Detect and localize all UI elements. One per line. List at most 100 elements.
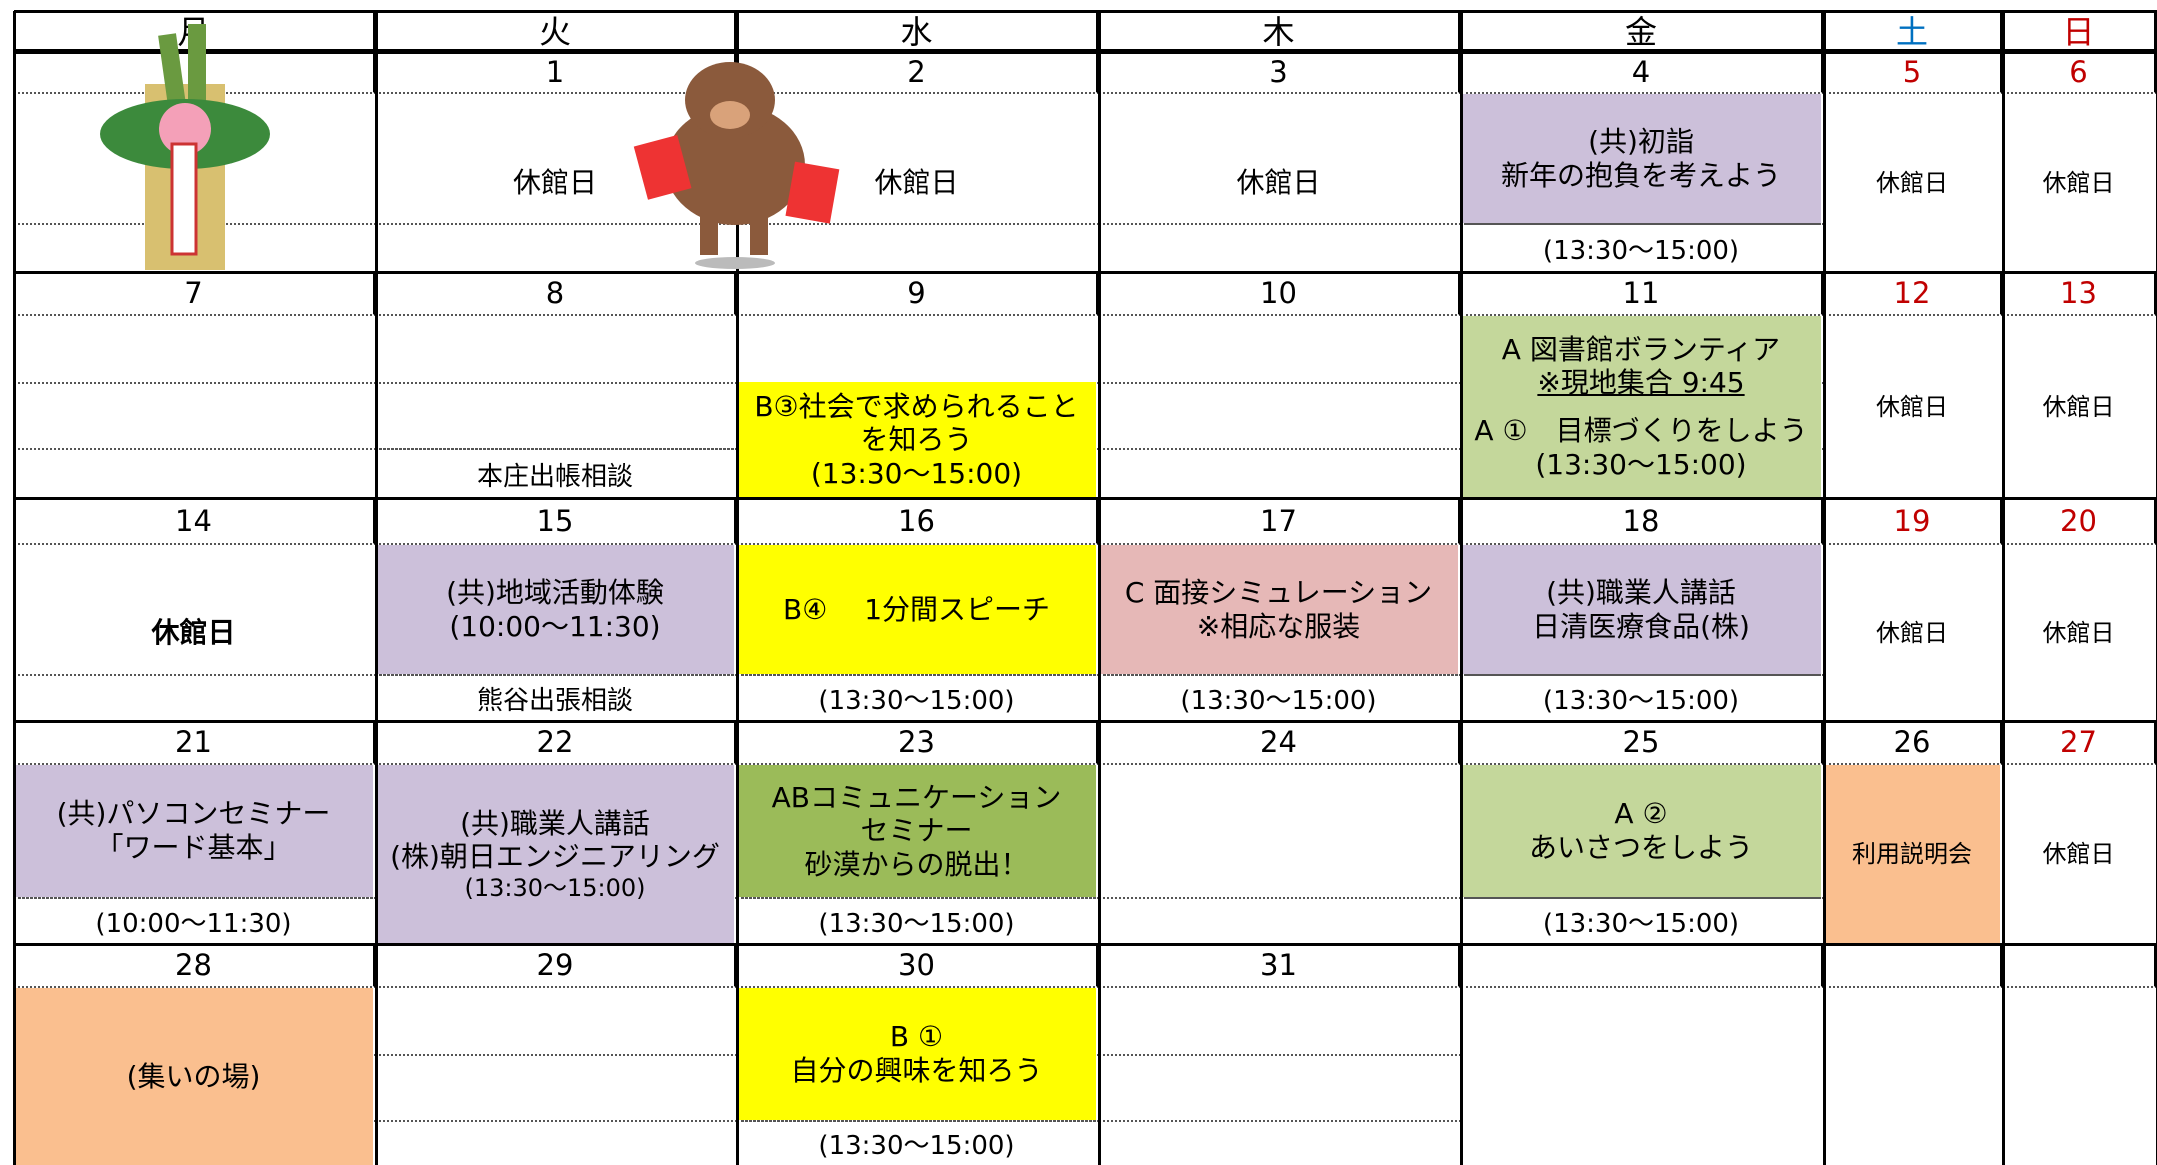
- text: (共)職業人講話: [460, 806, 650, 840]
- text: 1: [545, 55, 565, 89]
- text: A ②: [1614, 797, 1668, 831]
- bottom-strip: (13:30〜15:00): [737, 897, 1096, 944]
- text: 21: [175, 725, 212, 759]
- bottom-strip: (10:00〜11:30): [14, 897, 373, 944]
- row-line: [14, 10, 2157, 13]
- date-cell: 9: [737, 272, 1099, 316]
- date-cell: 15: [376, 498, 737, 545]
- text: 休館日: [874, 166, 959, 200]
- text: ※相応な服装: [1196, 609, 1361, 643]
- text: 20: [2060, 503, 2097, 538]
- bottom-strip: (13:30〜15:00): [1461, 223, 1821, 272]
- event-box: 休館日: [1824, 545, 2000, 721]
- date-cell: 3: [1099, 52, 1461, 94]
- text: 16: [898, 503, 935, 538]
- boar-icon: [633, 62, 840, 269]
- text: 10: [1260, 276, 1297, 310]
- date-cell: 28: [14, 944, 376, 988]
- weekday-header: 水: [737, 11, 1099, 52]
- text: B④ 1分間スピーチ: [782, 592, 1051, 626]
- date-cell: 26: [1824, 721, 2003, 765]
- text: 休館日: [1876, 618, 1948, 647]
- text: 17: [1260, 503, 1297, 538]
- text: 利用説明会: [1852, 840, 1972, 869]
- kadomatsu-icon: [100, 24, 270, 270]
- date-cell: 22: [376, 721, 737, 765]
- text: 8: [545, 276, 565, 310]
- date-cell: 19: [1824, 498, 2003, 545]
- date-cell: 29: [376, 944, 737, 988]
- text: あいさつをしよう: [1528, 831, 1753, 864]
- date-cell: 16: [737, 498, 1099, 545]
- date-cell: 30: [737, 944, 1099, 988]
- text: 水: [900, 13, 933, 51]
- bottom-strip: (13:30〜15:00): [737, 674, 1096, 721]
- bottom-strip: (13:30〜15:00): [1461, 674, 1821, 721]
- date-cell: 10: [1099, 272, 1461, 316]
- event-box: ABコミュニケーション セミナー 砂漠からの脱出！: [737, 765, 1096, 897]
- weekday-header: 土: [1824, 11, 2003, 52]
- text: 4: [1631, 55, 1651, 89]
- text: 3: [1269, 55, 1288, 89]
- text: 11: [1622, 276, 1660, 310]
- dotted-line: [1099, 1120, 1461, 1122]
- event-box: 休館日: [2003, 765, 2154, 944]
- dotted-line: [1099, 448, 1461, 450]
- event-box: 休館日: [737, 94, 1096, 272]
- text: 土: [1895, 13, 1928, 51]
- text: 本庄出帳相談: [476, 461, 633, 492]
- row-line: [14, 271, 2157, 274]
- text: (共)初詣: [1588, 124, 1694, 158]
- date-cell: 31: [1099, 944, 1461, 988]
- row-line: [14, 943, 2157, 946]
- date-cell: 25: [1461, 721, 1824, 765]
- text: 7: [184, 276, 203, 310]
- dotted-line: [14, 448, 376, 450]
- text: 24: [1260, 725, 1297, 759]
- text: 18: [1622, 503, 1660, 538]
- text: 休館日: [1876, 168, 1948, 197]
- dotted-line: [737, 223, 1099, 225]
- text: 13: [2060, 276, 2097, 310]
- text: (共)パソコンセミナー: [56, 797, 331, 831]
- text: B③社会で求められること: [754, 389, 1079, 423]
- text: 9: [907, 276, 926, 310]
- event-box: (集いの場): [14, 988, 373, 1165]
- text: 日: [2062, 13, 2095, 51]
- weekday-header: 木: [1099, 11, 1461, 52]
- text: A ① 目標づくりをしよう: [1474, 414, 1808, 447]
- date-cell: [1461, 944, 1824, 988]
- date-cell: 18: [1461, 498, 1824, 545]
- text: 休館日: [1876, 392, 1948, 421]
- row-line: [14, 720, 2157, 723]
- event-box: B ① 自分の興味を知ろう: [737, 988, 1096, 1120]
- text: (株)朝日エンジニアリング: [390, 840, 720, 874]
- text: 14: [175, 503, 212, 538]
- event-box: B④ 1分間スピーチ: [737, 545, 1096, 674]
- text: 休館日: [512, 166, 597, 200]
- row-line: [14, 51, 2157, 54]
- date-cell: 8: [376, 272, 737, 316]
- text: (13:30〜15:00): [1180, 686, 1377, 716]
- event-box: 休館日: [1824, 94, 2000, 272]
- event-box: A 図書館ボランティア ※現地集合 9:45 A ① 目標づくりをしよう (13:30…: [1461, 316, 1821, 498]
- column-line: [736, 11, 739, 1165]
- text: 29: [536, 948, 574, 982]
- text: 22: [536, 725, 574, 759]
- bottom-strip: (13:30〜15:00): [737, 1120, 1096, 1165]
- event-box: 休館日: [14, 545, 373, 721]
- date-cell: 27: [2003, 721, 2157, 765]
- text: C 面接シミュレーション: [1124, 575, 1433, 609]
- date-cell: 12: [1824, 272, 2003, 316]
- date-cell: 21: [14, 721, 376, 765]
- text: 30: [898, 948, 935, 982]
- bottom-strip: (13:30〜15:00): [1461, 897, 1821, 944]
- date-cell: 20: [2003, 498, 2157, 545]
- event-box: (共)初詣 新年の抱負を考えよう: [1461, 94, 1821, 223]
- date-cell: 13: [2003, 272, 2157, 316]
- dotted-line: [376, 223, 737, 225]
- column-line: [1823, 11, 1826, 1165]
- text: 「ワード基本」: [95, 831, 292, 864]
- text: (13:30〜15:00): [818, 909, 1015, 939]
